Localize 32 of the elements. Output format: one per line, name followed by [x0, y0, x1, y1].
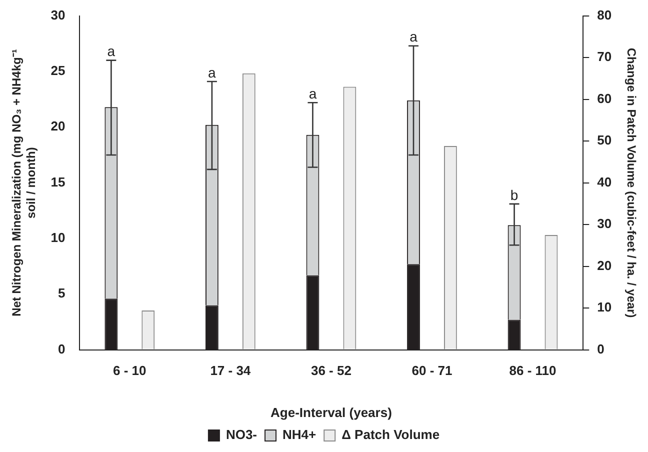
annotation: b: [510, 186, 518, 203]
x-tick-label: 36 - 52: [310, 363, 352, 378]
legend-label: NH4+: [282, 427, 317, 442]
x-tick-label: 60 - 71: [412, 363, 452, 378]
y2-tick-label: 30: [597, 216, 612, 232]
y2-tick-label: 40: [597, 174, 612, 190]
annotation: a: [308, 86, 317, 102]
y-tick-label: 10: [50, 230, 66, 246]
legend-label: Δ Patch Volume: [342, 427, 440, 442]
y2-tick-label: 70: [597, 49, 612, 64]
y-tick-label: 0: [58, 341, 66, 356]
y2-tick-label: 10: [597, 300, 612, 315]
y2-axis-title: Change in Patch Volume (cubic-feet / ha. / year): [624, 48, 638, 318]
y-tick-label: 15: [50, 174, 66, 190]
legend-label: NO3-: [226, 427, 258, 442]
y-tick-label: 20: [50, 118, 66, 134]
y2-tick-label: 20: [597, 258, 612, 273]
x-axis-title: Age-Interval (years): [270, 404, 392, 420]
y2-tick-label: 0: [597, 341, 604, 356]
y2-tick-label: 80: [597, 7, 612, 22]
y2-tick-label: 60: [597, 90, 612, 106]
x-tick-label: 17 - 34: [210, 363, 252, 378]
annotation: a: [107, 43, 116, 60]
y-tick-label: 30: [50, 7, 66, 22]
y-axis-title: Net Nitrogen Mineralization (mg NO₃ + NH4kg⁻¹ soil / month): [10, 49, 38, 316]
y2-tick-label: 50: [597, 132, 612, 148]
y-tick-label: 25: [50, 63, 66, 78]
y-tick-label: 5: [58, 286, 66, 301]
x-tick-label: 86 - 110: [509, 363, 556, 378]
annotation: a: [208, 64, 216, 80]
x-tick-label: 6 - 10: [113, 363, 146, 378]
annotation: a: [410, 28, 418, 45]
